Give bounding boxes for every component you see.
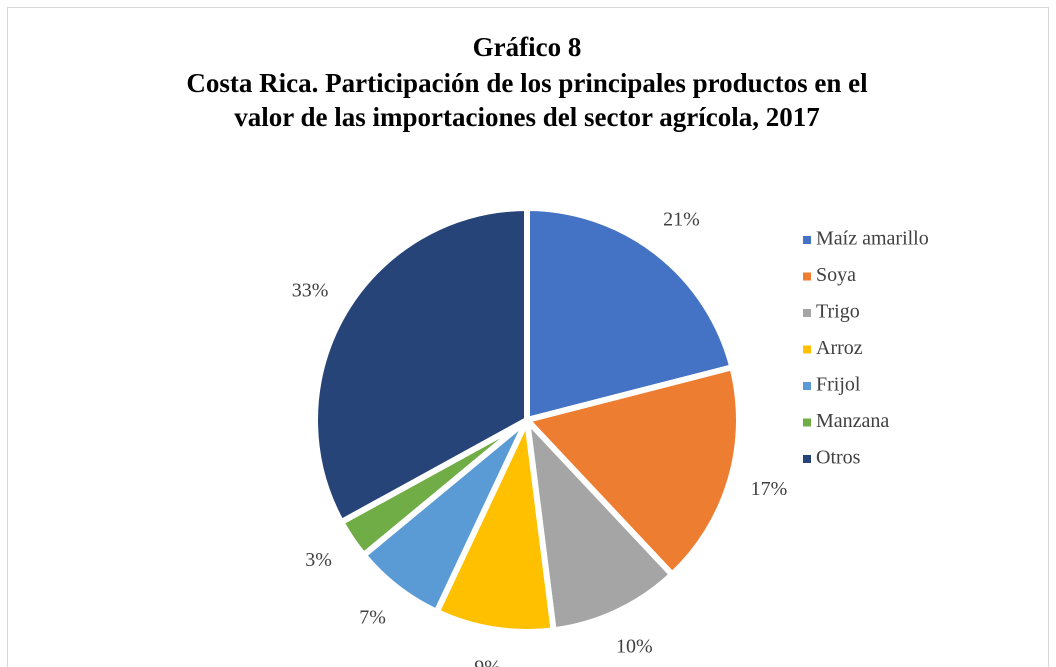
legend-swatch xyxy=(803,455,811,463)
legend-swatch xyxy=(803,418,811,427)
data-label: 3% xyxy=(305,549,332,571)
legend-label: Otros xyxy=(816,447,861,469)
legend-label: Arroz xyxy=(816,337,863,359)
pie-slice xyxy=(433,417,557,635)
legend-swatch xyxy=(803,309,811,317)
legend-label: Frijol xyxy=(816,374,861,396)
data-label: 21% xyxy=(663,208,700,230)
legend-swatch xyxy=(803,345,811,354)
legend-swatch xyxy=(803,236,811,244)
pie-slice xyxy=(312,205,530,526)
chart-title: Gráfico 8 xyxy=(473,32,582,62)
legend-label: Trigo xyxy=(816,301,860,323)
data-label: 10% xyxy=(616,636,653,658)
legend-swatch xyxy=(803,382,811,390)
legend-label: Soya xyxy=(816,264,856,286)
pie-slice xyxy=(524,364,742,578)
chart-subtitle: Costa Rica. Participación de los princip… xyxy=(186,68,868,98)
data-label: 33% xyxy=(292,279,329,301)
pie-slice xyxy=(524,417,676,634)
legend-label: Manzana xyxy=(816,410,889,432)
chart-subtitle: valor de las importaciones del sector ag… xyxy=(234,102,819,132)
legend-label: Maíz amarillo xyxy=(816,228,929,250)
data-label: 17% xyxy=(751,478,788,500)
pie-slice xyxy=(524,205,736,423)
data-label: 9% xyxy=(474,656,501,667)
data-label: 7% xyxy=(359,607,386,629)
legend-swatch xyxy=(803,272,811,281)
